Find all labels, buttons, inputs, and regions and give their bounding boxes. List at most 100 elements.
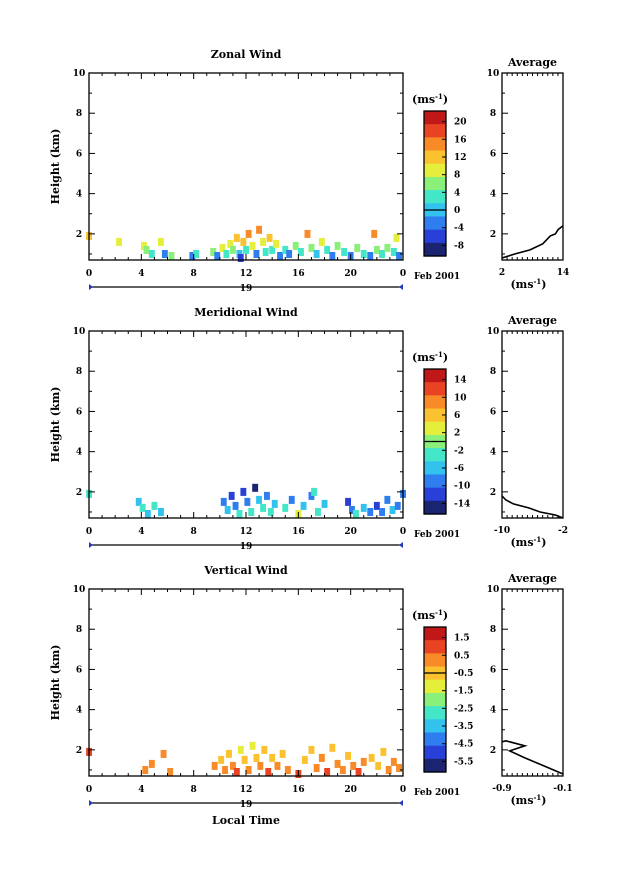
- colorbar-block: [424, 372, 446, 377]
- colorbar-tick-label: 14: [454, 376, 467, 386]
- heatmap-cell: [313, 250, 320, 258]
- y-tick-label: 10: [73, 327, 86, 337]
- average-title: Average: [507, 314, 557, 327]
- colorbar-tick-label: -4: [454, 224, 464, 234]
- colorbar-tick-label: -2.5: [454, 704, 473, 714]
- colorbar-block: [424, 504, 446, 509]
- colorbar-block: [424, 137, 446, 142]
- heatmap-cell: [373, 501, 380, 510]
- average-x-label-superscript: -1: [534, 793, 542, 802]
- colorbar-block: [424, 696, 446, 701]
- average-y-tick-label: 10: [487, 327, 500, 337]
- colorbar-block: [424, 715, 446, 720]
- heatmap-cell: [148, 250, 155, 258]
- colorbar-block: [424, 183, 446, 188]
- heatmap-cell: [360, 250, 367, 258]
- heatmap-cell: [345, 751, 351, 760]
- colorbar-block: [424, 454, 446, 459]
- heatmap-cell: [318, 237, 325, 246]
- colorbar-block: [424, 699, 446, 704]
- heatmap-cell: [148, 759, 155, 768]
- colorbar-tick-label: 4: [454, 188, 460, 198]
- date-label: Feb 2001: [414, 530, 460, 540]
- average-y-tick-label: 2: [490, 746, 496, 756]
- heatmap-cell: [158, 508, 164, 516]
- average-x-tick-label: 2: [499, 268, 505, 278]
- heatmap-cell: [237, 254, 244, 262]
- heatmap-cell: [237, 745, 244, 754]
- colorbar-block: [424, 431, 446, 436]
- average-y-tick-label: 2: [490, 488, 496, 498]
- average-y-tick-label: 8: [490, 109, 496, 119]
- colorbar-block: [424, 232, 446, 237]
- heatmap-cell: [353, 510, 359, 518]
- heatmap-cell: [243, 245, 249, 254]
- heatmap-cell: [151, 501, 158, 510]
- colorbar-block: [424, 425, 446, 429]
- colorbar-block: [424, 484, 446, 489]
- average-y-tick-label: 4: [490, 448, 496, 458]
- heatmap-cell: [232, 501, 239, 510]
- heatmap-cell: [394, 501, 401, 510]
- colorbar-block: [424, 663, 446, 668]
- heatmap-cell: [262, 248, 269, 256]
- heatmap-cell: [240, 237, 247, 246]
- day-label: 19: [240, 284, 253, 294]
- heatmap-cell: [261, 745, 268, 754]
- x-tick-label: 0: [86, 269, 92, 279]
- heatmap-cell: [265, 768, 272, 776]
- y-axis-label: Height (km): [49, 645, 62, 721]
- colorbar-tick-label: -0.5: [454, 669, 473, 679]
- colorbar-block: [424, 477, 446, 482]
- heatmap-cell: [135, 497, 142, 506]
- x-tick-label: 0: [400, 527, 406, 537]
- average-profile-line: [502, 739, 563, 775]
- colorbar-block: [424, 405, 446, 410]
- colorbar-block: [424, 143, 446, 148]
- heatmap-cell: [288, 495, 295, 504]
- colorbar-block: [424, 226, 446, 231]
- average-x-tick-label: -0.1: [553, 784, 572, 794]
- heatmap-cell: [318, 753, 325, 762]
- heatmap-cell: [245, 229, 252, 238]
- colorbar-unit-paren: ): [443, 351, 448, 364]
- heatmap-cell: [298, 248, 304, 256]
- colorbar-block: [424, 209, 446, 214]
- heatmap-cell: [286, 250, 293, 258]
- heatmap-cell: [245, 766, 252, 774]
- heatmap-cell: [315, 508, 321, 516]
- colorbar-block: [424, 421, 446, 426]
- heatmap-cell: [256, 495, 262, 504]
- heatmap-cell: [396, 252, 402, 260]
- heatmap-cell: [230, 245, 236, 254]
- heatmap-cell: [396, 764, 402, 772]
- panel-title: Meridional Wind: [194, 306, 298, 319]
- heatmap-cell: [341, 248, 348, 256]
- heatmap-cell: [142, 766, 149, 774]
- colorbar-block: [424, 709, 446, 714]
- colorbar-block: [424, 173, 446, 178]
- average-x-label-paren: ): [541, 794, 546, 807]
- colorbar-tick-label: 0.5: [454, 651, 470, 661]
- heatmap-cell: [257, 761, 264, 770]
- x-tick-label: 0: [400, 785, 406, 795]
- colorbar-block: [424, 206, 446, 211]
- colorbar-block: [424, 457, 446, 462]
- colorbar-block: [424, 507, 446, 512]
- day-bar-end-marker: [399, 800, 403, 806]
- heatmap-cell: [226, 749, 232, 758]
- heatmap-cell: [380, 747, 387, 756]
- colorbar-tick-label: -8: [454, 241, 464, 251]
- average-x-label-paren: ): [541, 278, 546, 291]
- heatmap-cell: [158, 237, 164, 246]
- heatmap-cell: [233, 233, 240, 242]
- heatmap-cell: [244, 497, 251, 506]
- y-tick-label: 8: [76, 367, 82, 377]
- colorbar-block: [424, 408, 446, 413]
- x-tick-label: 8: [191, 785, 197, 795]
- colorbar-block: [424, 246, 446, 251]
- colorbar-block: [424, 242, 446, 247]
- plot-frame: [88, 588, 404, 777]
- heatmap-cell: [168, 252, 175, 260]
